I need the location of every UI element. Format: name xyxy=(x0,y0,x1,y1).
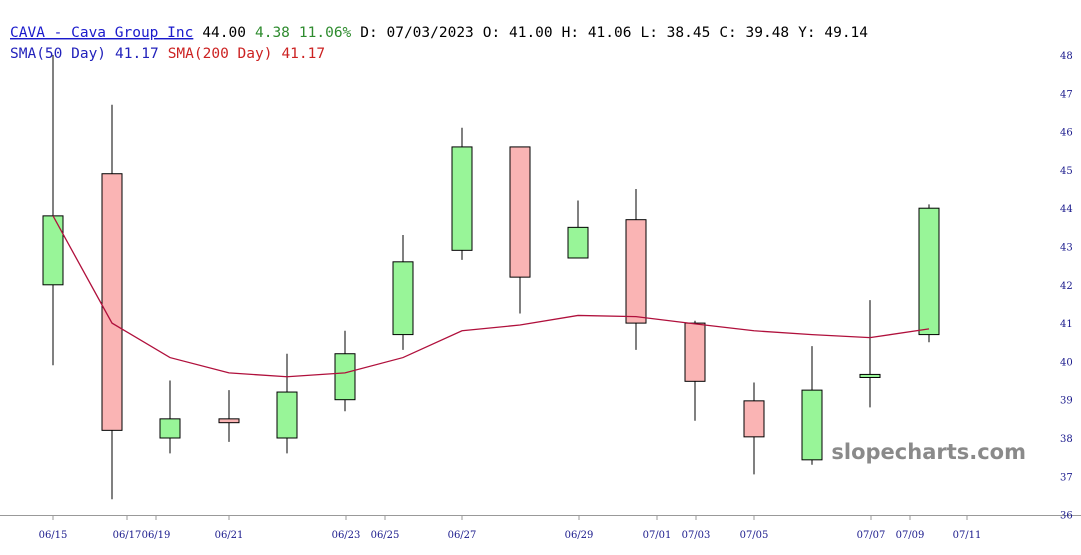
candle-body-down xyxy=(625,219,647,324)
y-tick-label: 48 xyxy=(1060,51,1073,62)
candle-body-down xyxy=(684,322,706,382)
x-tick-label: 06/21 xyxy=(215,530,244,541)
sma200-value: 41.17 xyxy=(281,46,325,62)
y-tick-label: 41 xyxy=(1060,319,1073,330)
sma50-label: SMA(50 Day) xyxy=(10,46,106,62)
candle-body-up xyxy=(159,418,181,439)
candle-body-down xyxy=(101,173,123,431)
candle xyxy=(392,235,414,350)
y-tick-label: 36 xyxy=(1060,511,1073,522)
x-tick-label: 06/29 xyxy=(565,530,594,541)
watermark: slopecharts.com xyxy=(831,440,1026,464)
candle-body-up xyxy=(392,261,414,336)
x-tick-label: 07/03 xyxy=(682,530,711,541)
y-tick-label: 38 xyxy=(1060,434,1073,445)
candles xyxy=(42,55,940,500)
candle-body-down xyxy=(509,146,531,278)
y-tick-label: 42 xyxy=(1060,281,1073,292)
open-readout: O: 41.00 xyxy=(483,25,553,41)
x-tick-label: 06/17 xyxy=(113,530,142,541)
high-readout: H: 41.06 xyxy=(562,25,632,41)
candle-body-up xyxy=(918,207,940,336)
sma-layer xyxy=(52,215,930,378)
candle xyxy=(918,204,940,343)
candle xyxy=(743,382,765,475)
candle-body-up xyxy=(42,215,64,286)
x-tick-label: 06/27 xyxy=(448,530,477,541)
candle xyxy=(451,127,473,260)
candle-body-down xyxy=(218,418,240,424)
symbol-link[interactable]: CAVA - Cava Group Inc xyxy=(10,25,193,41)
y-tick-label: 37 xyxy=(1060,472,1073,483)
x-tick-label: 06/23 xyxy=(332,530,361,541)
x-axis: 06/15 06/17 06/19 06/21 06/23 06/25 06/27 06/29… xyxy=(39,515,982,541)
candle xyxy=(567,200,589,259)
candle-body-up xyxy=(801,389,823,461)
x-tick-label: 06/15 xyxy=(39,530,68,541)
candle xyxy=(509,146,531,314)
x-tick-label: 07/11 xyxy=(953,530,982,541)
sma200-label: SMA(200 Day) xyxy=(168,46,273,62)
y-tick-label: 40 xyxy=(1060,357,1073,368)
candle xyxy=(334,330,356,412)
candle xyxy=(42,55,64,366)
candle xyxy=(101,104,123,500)
candle-body-down xyxy=(743,400,765,438)
date-readout: D: 07/03/2023 xyxy=(360,25,474,41)
candle xyxy=(218,390,240,442)
y-tick-label: 44 xyxy=(1060,204,1073,215)
sma50-value: 41.17 xyxy=(115,46,159,62)
candle xyxy=(625,189,647,350)
x-tick-label: 07/07 xyxy=(857,530,886,541)
y-readout: Y: 49.14 xyxy=(798,25,868,41)
candle xyxy=(684,320,706,421)
x-tick-label: 07/05 xyxy=(740,530,769,541)
low-readout: L: 38.45 xyxy=(640,25,710,41)
candle xyxy=(801,346,823,465)
change-value: 4.38 xyxy=(255,25,290,41)
close-readout: C: 39.48 xyxy=(719,25,789,41)
y-tick-label: 43 xyxy=(1060,243,1073,254)
candle-body-up xyxy=(859,373,881,378)
header-line-1: CAVA - Cava Group Inc 44.00 4.38 11.06% D: 0… xyxy=(10,25,868,41)
y-tick-label: 39 xyxy=(1060,396,1073,407)
candle-body-up xyxy=(451,146,473,251)
candle xyxy=(159,380,181,454)
y-tick-label: 45 xyxy=(1060,166,1073,177)
header-line-2: SMA(50 Day) 41.17 SMA(200 Day) 41.17 xyxy=(10,46,325,62)
sma-line xyxy=(52,215,930,378)
x-tick-label: 07/09 xyxy=(896,530,925,541)
price-value: 44.00 xyxy=(202,25,246,41)
candle xyxy=(276,353,298,454)
y-tick-label: 46 xyxy=(1060,128,1073,139)
x-tick-label: 06/19 xyxy=(142,530,171,541)
x-tick-label: 07/01 xyxy=(643,530,672,541)
y-axis: 36 37 38 39 40 41 42 43 44 45 46 47 48 xyxy=(1060,51,1073,522)
x-tick-label: 06/25 xyxy=(371,530,400,541)
y-tick-label: 47 xyxy=(1060,89,1073,100)
candle-body-up xyxy=(334,353,356,401)
candle-body-up xyxy=(567,226,589,259)
change-percent: 11.06% xyxy=(299,25,352,41)
candle-body-up xyxy=(276,391,298,439)
candle xyxy=(859,300,881,408)
